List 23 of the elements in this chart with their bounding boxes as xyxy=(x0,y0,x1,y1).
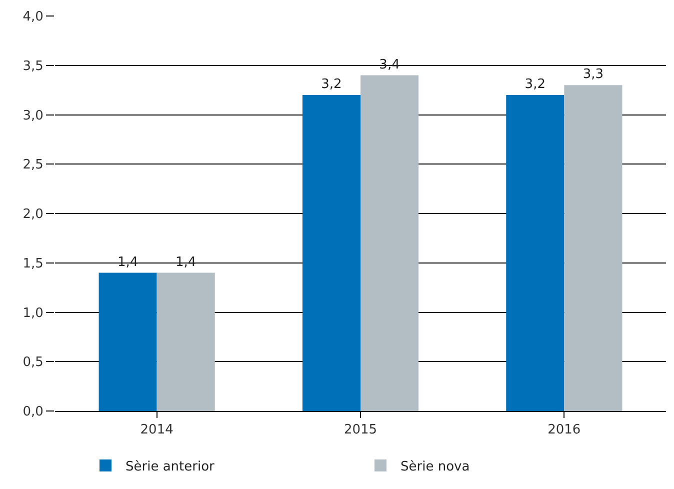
y-tick-label: 4,0 xyxy=(22,10,44,25)
bar xyxy=(506,95,564,411)
x-tick-label: 2016 xyxy=(548,422,581,438)
data-label: 3,2 xyxy=(524,77,546,92)
bar xyxy=(302,95,360,411)
y-tick-label: 2,0 xyxy=(22,207,44,222)
legend-label: Sèrie anterior xyxy=(126,460,216,475)
bar xyxy=(360,75,419,411)
y-tick-label: 0,5 xyxy=(22,355,44,370)
bar xyxy=(98,272,157,411)
y-tick-label: 2,5 xyxy=(22,158,44,173)
y-tick-label: 1,0 xyxy=(22,306,44,321)
bar xyxy=(564,85,622,411)
y-tick-label: 1,5 xyxy=(22,256,44,272)
y-tick-label: 0,0 xyxy=(22,404,44,420)
y-tick-label: 3,5 xyxy=(22,58,44,74)
legend-label: Sèrie nova xyxy=(400,460,470,475)
x-tick-label: 2014 xyxy=(140,422,174,438)
data-label: 3,3 xyxy=(582,67,604,82)
data-label: 3,2 xyxy=(321,77,342,92)
y-tick-label: 3,0 xyxy=(22,108,44,124)
x-tick-label: 2015 xyxy=(344,422,378,438)
bar xyxy=(156,272,215,411)
